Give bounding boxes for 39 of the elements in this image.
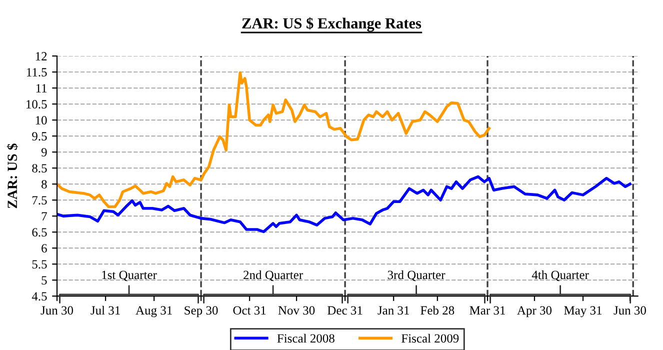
y-tick-label: 5: [42, 276, 47, 285]
x-tick-label: Dec 31: [328, 306, 362, 315]
y-axis-title: ZAR: US $: [6, 144, 18, 208]
legend-label: Fiscal 2009: [402, 334, 459, 343]
line-series: [57, 175, 632, 234]
y-tick-label: 10: [36, 116, 47, 124]
y-tick-label: 12: [36, 52, 47, 60]
annotation: 2nd Quarter: [244, 270, 303, 282]
annotation: 1st Quarter: [102, 270, 157, 282]
annotation: 3rd Quarter: [388, 270, 446, 282]
y-tick-label: 7.5: [32, 196, 47, 205]
x-tick-label: Oct 31: [233, 306, 266, 315]
y-tick-label: 10.5: [26, 100, 47, 109]
y-tick-label: 9: [41, 148, 47, 156]
x-tick-label: Mar 31: [470, 306, 505, 315]
y-tick-label: 6.5: [32, 228, 47, 237]
line-series: [57, 71, 490, 208]
x-tick-label: Jan 31: [378, 306, 409, 315]
legend-label: Fiscal 2008: [277, 334, 334, 343]
y-tick-label: 4.5: [32, 292, 47, 301]
chart-title: ZAR: US $ Exchange Rates: [242, 17, 422, 32]
y-tick-label: 11: [36, 84, 47, 92]
x-tick-label: Jun 30: [614, 306, 646, 315]
x-tick-label: Nov 30: [278, 306, 315, 315]
y-tick-label: 5.5: [32, 260, 47, 269]
x-tick-label: Sep 30: [184, 306, 218, 318]
y-tick-label: 8: [42, 180, 47, 189]
x-tick-label: May 31: [564, 306, 602, 318]
y-tick-label: 6: [42, 244, 47, 253]
x-tick-label: Jul 31: [90, 306, 120, 315]
x-tick-label: Feb 28: [420, 306, 454, 315]
x-tick-label: Jun 30: [40, 306, 74, 315]
y-tick-label: 11.5: [26, 68, 47, 77]
y-tick-label: 7: [42, 212, 47, 220]
y-tick-label: 9.5: [32, 132, 47, 141]
x-tick-label: Apr 30: [517, 306, 552, 318]
x-tick-label: Aug 31: [136, 306, 172, 318]
y-tick-label: 8.5: [32, 164, 47, 173]
annotation: 4th Quarter: [532, 270, 589, 282]
